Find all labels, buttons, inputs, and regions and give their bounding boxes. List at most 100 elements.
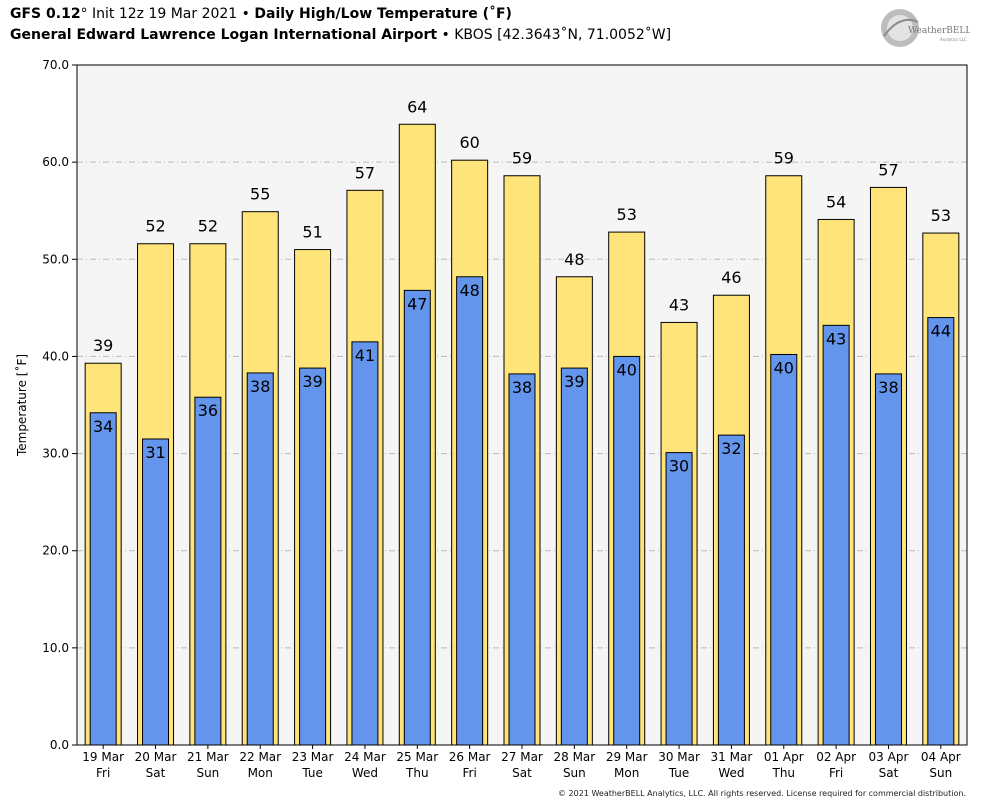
x-tick-date: 31 Mar xyxy=(711,750,753,764)
low-bar xyxy=(927,317,955,746)
high-value-label: 64 xyxy=(407,97,427,116)
low-value-label: 39 xyxy=(564,372,584,391)
low-value-label: 32 xyxy=(721,439,741,458)
high-value-label: 39 xyxy=(93,336,113,355)
x-tick-date: 23 Mar xyxy=(292,750,334,764)
x-tick-day: Sat xyxy=(512,766,532,780)
high-value-label: 51 xyxy=(302,223,322,242)
high-value-label: 57 xyxy=(878,160,898,179)
y-tick-label: 10.0 xyxy=(42,641,69,655)
high-value-label: 53 xyxy=(617,205,637,224)
y-tick-label: 40.0 xyxy=(42,349,69,363)
x-tick-date: 19 Mar xyxy=(82,750,124,764)
high-value-label: 59 xyxy=(774,149,794,168)
low-bar xyxy=(613,355,641,746)
logo-sub: Analytics LLC xyxy=(940,37,967,42)
model-unit: ° xyxy=(80,6,88,22)
x-tick-day: Sun xyxy=(196,766,219,780)
low-bar xyxy=(508,373,536,746)
weatherbell-logo: WeatherBELL Analytics LLC xyxy=(881,9,970,47)
x-tick-date: 25 Mar xyxy=(396,750,438,764)
y-tick-label: 0.0 xyxy=(50,738,69,752)
high-value-label: 59 xyxy=(512,149,532,168)
high-value-label: 57 xyxy=(355,163,375,182)
x-tick-day: Wed xyxy=(352,766,378,780)
low-bar xyxy=(456,276,484,746)
low-value-label: 39 xyxy=(302,372,322,391)
x-tick-day: Thu xyxy=(771,766,795,780)
low-bar xyxy=(770,353,798,746)
low-value-label: 43 xyxy=(826,329,846,348)
low-value-label: 38 xyxy=(250,377,270,396)
x-tick-day: Wed xyxy=(718,766,744,780)
x-tick-day: Sat xyxy=(146,766,166,780)
low-bar xyxy=(717,434,745,746)
low-bar xyxy=(142,438,170,746)
product-title: Daily High/Low Temperature (˚F) xyxy=(254,6,512,22)
y-tick-label: 30.0 xyxy=(42,447,69,461)
low-value-label: 41 xyxy=(355,346,375,365)
chart-header-line2: General Edward Lawrence Logan Internatio… xyxy=(10,27,671,43)
low-bar xyxy=(874,373,902,746)
x-tick-date: 30 Mar xyxy=(658,750,700,764)
low-value-label: 34 xyxy=(93,417,113,436)
x-tick-day: Mon xyxy=(614,766,639,780)
logo-text: WeatherBELL xyxy=(908,26,970,36)
low-bar xyxy=(560,367,588,746)
x-tick-day: Tue xyxy=(301,766,323,780)
high-value-label: 54 xyxy=(826,192,846,211)
x-tick-date: 20 Mar xyxy=(135,750,177,764)
x-tick-date: 04 Apr xyxy=(921,750,961,764)
x-tick-day: Tue xyxy=(668,766,690,780)
station-name: General Edward Lawrence Logan Internatio… xyxy=(10,27,438,43)
low-bar xyxy=(822,324,850,746)
x-tick-date: 26 Mar xyxy=(449,750,491,764)
x-tick-day: Fri xyxy=(96,766,110,780)
x-tick-date: 03 Apr xyxy=(869,750,909,764)
x-tick-day: Mon xyxy=(248,766,273,780)
x-tick-date: 24 Mar xyxy=(344,750,386,764)
x-tick-date: 02 Apr xyxy=(816,750,856,764)
low-value-label: 44 xyxy=(931,322,951,341)
y-axis: 0.0 10.0 20.0 30.0 40.0 50.0 60.0 70.0 xyxy=(42,58,77,752)
low-bar xyxy=(299,367,327,746)
x-tick-day: Fri xyxy=(829,766,843,780)
high-value-label: 48 xyxy=(564,250,584,269)
x-tick-day: Fri xyxy=(462,766,476,780)
y-tick-label: 60.0 xyxy=(42,155,69,169)
low-bar xyxy=(194,396,222,746)
x-tick-day: Sun xyxy=(563,766,586,780)
model-name: GFS 0.12 xyxy=(10,6,81,22)
x-tick-date: 01 Apr xyxy=(764,750,804,764)
low-bar xyxy=(89,412,117,746)
init-time: Init 12z 19 Mar 2021 xyxy=(92,6,238,22)
high-value-label: 46 xyxy=(721,268,741,287)
separator: • xyxy=(441,27,450,43)
low-value-label: 31 xyxy=(145,443,165,462)
low-bar xyxy=(403,289,431,746)
station-info: KBOS [42.3643˚N, 71.0052˚W] xyxy=(454,27,672,43)
x-tick-day: Sun xyxy=(929,766,952,780)
x-tick-day: Thu xyxy=(405,766,429,780)
y-tick-label: 20.0 xyxy=(42,544,69,558)
y-axis-label: Temperature [˚F] xyxy=(14,354,29,457)
high-value-label: 53 xyxy=(931,206,951,225)
low-bar xyxy=(351,341,379,746)
high-value-label: 52 xyxy=(145,217,165,236)
y-tick-label: 50.0 xyxy=(42,252,69,266)
low-value-label: 36 xyxy=(198,401,218,420)
copyright-notice: © 2021 WeatherBELL Analytics, LLC. All r… xyxy=(558,789,966,798)
x-tick-date: 28 Mar xyxy=(553,750,595,764)
bars: 39 34 52 31 52 36 55 38 51 39 57 41 64 47 60 48 59 38 48 39… xyxy=(84,97,960,746)
low-value-label: 40 xyxy=(617,360,637,379)
high-value-label: 43 xyxy=(669,295,689,314)
low-value-label: 38 xyxy=(512,378,532,397)
high-value-label: 52 xyxy=(198,217,218,236)
chart-header-line1: GFS 0.12° Init 12z 19 Mar 2021 • Daily H… xyxy=(10,6,512,22)
low-value-label: 47 xyxy=(407,294,427,313)
high-value-label: 55 xyxy=(250,185,270,204)
low-value-label: 38 xyxy=(878,378,898,397)
y-tick-label: 70.0 xyxy=(42,58,69,72)
low-value-label: 48 xyxy=(459,281,479,300)
